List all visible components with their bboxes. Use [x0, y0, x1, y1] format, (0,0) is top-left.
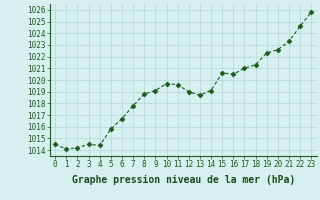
X-axis label: Graphe pression niveau de la mer (hPa): Graphe pression niveau de la mer (hPa) — [72, 175, 295, 185]
